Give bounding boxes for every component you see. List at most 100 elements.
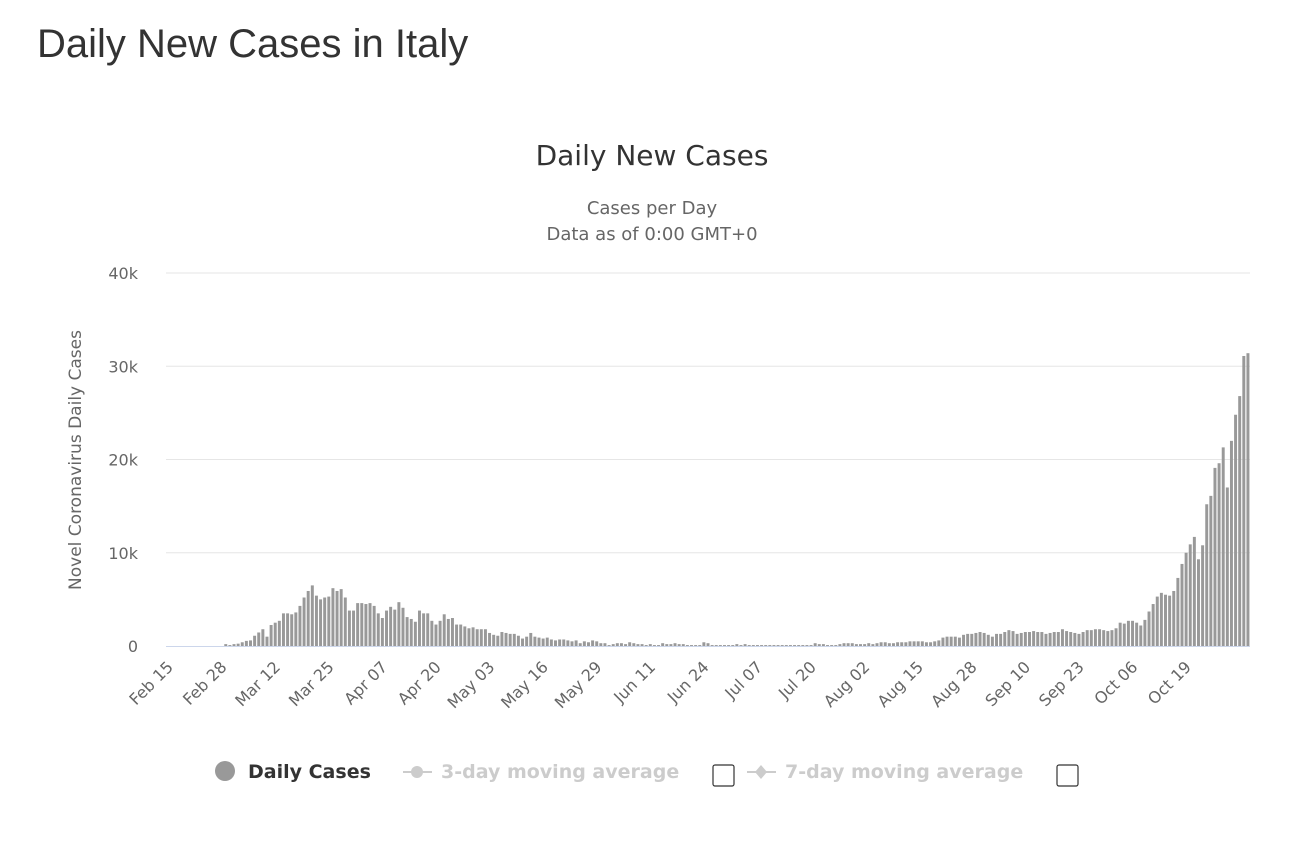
bar[interactable] <box>937 640 941 646</box>
bar[interactable] <box>586 642 590 646</box>
bar[interactable] <box>970 633 974 646</box>
bar[interactable] <box>261 629 265 646</box>
bar[interactable] <box>310 585 314 646</box>
bar[interactable] <box>978 632 982 646</box>
bar[interactable] <box>1044 633 1048 646</box>
bar[interactable] <box>694 645 698 646</box>
bar[interactable] <box>690 645 693 646</box>
bar[interactable] <box>685 645 689 646</box>
bar[interactable] <box>842 643 846 646</box>
bar[interactable] <box>1060 629 1064 646</box>
bar[interactable] <box>319 599 323 647</box>
bar[interactable] <box>677 644 681 646</box>
bar[interactable] <box>875 643 879 646</box>
bar[interactable] <box>496 635 500 646</box>
bar[interactable] <box>607 645 611 646</box>
bar[interactable] <box>558 639 562 646</box>
bar[interactable] <box>323 597 327 646</box>
bar[interactable] <box>966 633 970 646</box>
bar[interactable] <box>467 628 471 646</box>
bar[interactable] <box>1077 633 1081 646</box>
bar[interactable] <box>648 644 652 646</box>
bar[interactable] <box>253 635 257 646</box>
bar[interactable] <box>426 613 430 646</box>
bar[interactable] <box>920 641 924 646</box>
bar[interactable] <box>459 624 463 646</box>
bar[interactable] <box>743 644 747 646</box>
bar[interactable] <box>277 620 281 646</box>
bar[interactable] <box>974 632 978 646</box>
bar[interactable] <box>1052 632 1056 646</box>
bar[interactable] <box>599 643 603 646</box>
bar[interactable] <box>776 645 780 646</box>
bar[interactable] <box>1184 552 1188 646</box>
bar[interactable] <box>257 632 261 646</box>
bar[interactable] <box>232 644 236 646</box>
bar[interactable] <box>352 610 356 646</box>
bar[interactable] <box>673 643 677 646</box>
bar[interactable] <box>500 632 504 646</box>
bar[interactable] <box>1093 629 1097 646</box>
bar[interactable] <box>574 640 578 646</box>
bar[interactable] <box>455 624 459 646</box>
bar[interactable] <box>990 636 994 646</box>
bar[interactable] <box>401 607 405 646</box>
bar[interactable] <box>727 645 731 646</box>
bar[interactable] <box>249 640 252 646</box>
bar[interactable] <box>504 632 508 646</box>
bar[interactable] <box>475 629 479 646</box>
bar[interactable] <box>508 633 512 646</box>
bar[interactable] <box>434 624 438 646</box>
bar[interactable] <box>368 603 372 646</box>
bar[interactable] <box>545 637 549 646</box>
bar[interactable] <box>933 641 937 646</box>
bar[interactable] <box>1205 504 1209 646</box>
bar[interactable] <box>982 632 986 646</box>
bar[interactable] <box>1213 467 1217 646</box>
bar[interactable] <box>1040 632 1044 646</box>
bar[interactable] <box>1180 563 1184 646</box>
bar[interactable] <box>1032 631 1036 646</box>
bar[interactable] <box>1229 440 1233 646</box>
bar[interactable] <box>999 633 1003 646</box>
bar[interactable] <box>657 645 661 646</box>
bar[interactable] <box>821 644 825 646</box>
bar[interactable] <box>817 644 821 646</box>
bar[interactable] <box>768 645 772 646</box>
bar[interactable] <box>1151 604 1155 646</box>
bar[interactable] <box>413 621 417 646</box>
bar[interactable] <box>224 644 228 646</box>
bar[interactable] <box>665 644 669 646</box>
bar[interactable] <box>393 609 397 646</box>
bar[interactable] <box>1003 632 1007 646</box>
bar[interactable] <box>335 590 339 646</box>
bar[interactable] <box>1015 633 1019 646</box>
bar[interactable] <box>1122 623 1126 646</box>
bar[interactable] <box>723 645 726 646</box>
bar[interactable] <box>450 618 454 646</box>
bar[interactable] <box>327 596 331 646</box>
bar[interactable] <box>541 638 545 646</box>
bar[interactable] <box>871 644 875 646</box>
bar[interactable] <box>863 644 867 646</box>
bar[interactable] <box>644 645 648 646</box>
bar[interactable] <box>376 613 380 646</box>
bar[interactable] <box>879 642 883 646</box>
bar[interactable] <box>838 644 842 646</box>
bar[interactable] <box>1011 631 1015 646</box>
bar[interactable] <box>867 643 871 646</box>
bar[interactable] <box>887 643 891 646</box>
bar[interactable] <box>830 645 834 646</box>
bar[interactable] <box>1172 590 1176 646</box>
bar[interactable] <box>924 642 928 646</box>
bar[interactable] <box>228 645 232 646</box>
bar[interactable] <box>1098 629 1102 646</box>
bar[interactable] <box>331 588 335 646</box>
bar[interactable] <box>850 643 854 646</box>
bar[interactable] <box>1225 487 1229 646</box>
bar[interactable] <box>294 612 298 646</box>
bar[interactable] <box>463 626 467 646</box>
bar[interactable] <box>1126 620 1130 646</box>
bar[interactable] <box>356 603 360 646</box>
bar[interactable] <box>273 622 277 646</box>
